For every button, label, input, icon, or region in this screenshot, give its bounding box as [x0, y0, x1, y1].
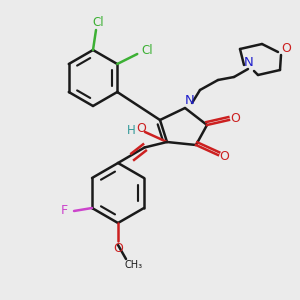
Text: F: F: [61, 205, 68, 218]
Text: N: N: [244, 56, 254, 68]
Text: H: H: [127, 124, 135, 136]
Text: Cl: Cl: [141, 44, 153, 56]
Text: O: O: [113, 242, 123, 256]
Text: O: O: [219, 151, 229, 164]
Text: O: O: [136, 122, 146, 136]
Text: N: N: [185, 94, 195, 107]
Text: O: O: [281, 43, 291, 56]
Text: CH₃: CH₃: [125, 260, 143, 270]
Text: Cl: Cl: [92, 16, 104, 28]
Text: O: O: [230, 112, 240, 125]
